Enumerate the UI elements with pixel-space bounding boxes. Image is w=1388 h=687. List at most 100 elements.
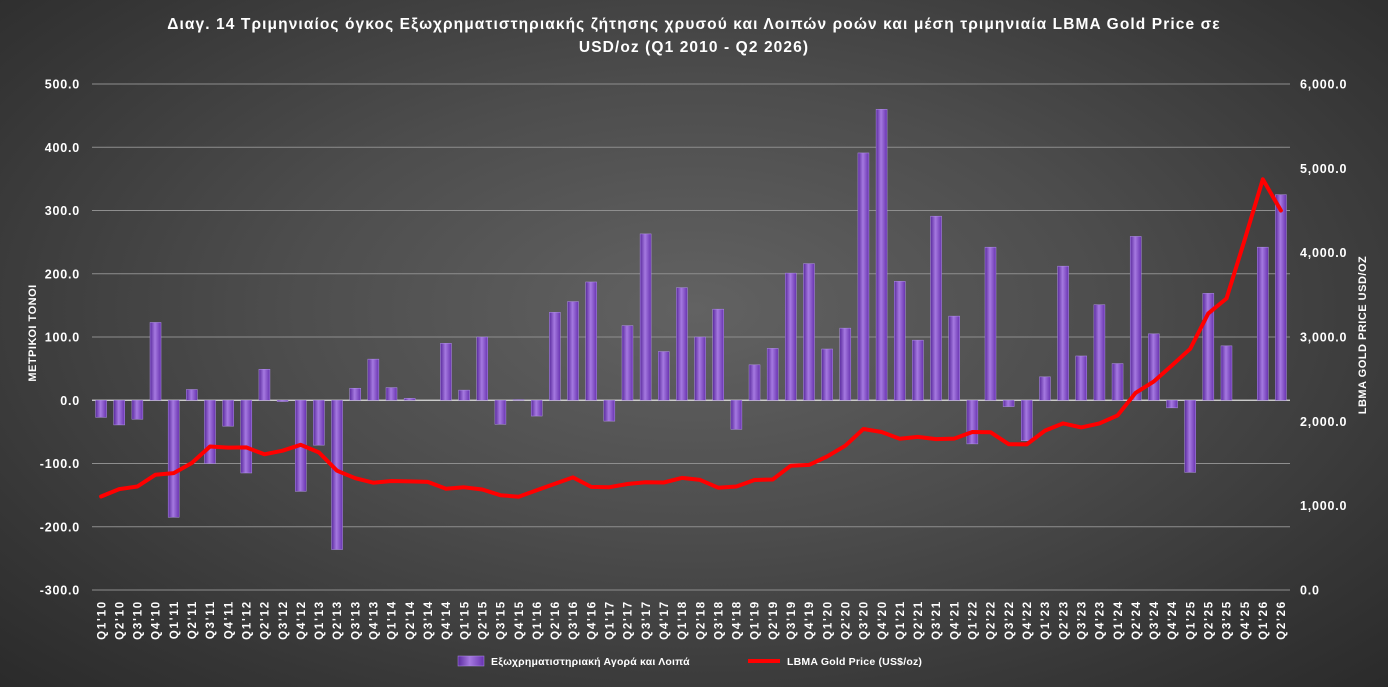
x-tick-label: Q3'10 [133, 600, 145, 640]
legend-label-line: LBMA Gold Price (US$/oz) [787, 656, 922, 668]
y-axis-title-left: ΜΕΤΡΙΚΟΙ ΤΟΝΟΙ [27, 284, 39, 381]
x-tick-label: Q3'12 [278, 600, 290, 640]
y2-tick-label: 6,000.0 [1300, 78, 1347, 92]
x-tick-label: Q2'12 [260, 600, 272, 640]
legend-label-bar: Εξωχρηματιστηριακή Αγορά και Λοιπά [491, 656, 690, 668]
x-tick-label: Q1'17 [605, 600, 617, 640]
x-tick-label: Q4'14 [441, 600, 453, 640]
gridlines [92, 83, 1290, 591]
bar [658, 351, 670, 401]
bar [694, 336, 706, 401]
x-tick-label: Q2'22 [986, 600, 998, 640]
x-tick-label: Q1'10 [96, 600, 108, 640]
x-tick-label: Q1'21 [895, 600, 907, 640]
bar [113, 400, 125, 426]
x-tick-label: Q2'15 [477, 600, 489, 640]
bar [893, 281, 906, 401]
y-axis-title-right: LBMA GOLD PRICE USD/OZ [1357, 256, 1369, 414]
bar [1202, 293, 1215, 401]
x-tick-label: Q1'23 [1040, 600, 1052, 640]
bar [785, 272, 797, 401]
y-tick-label: -100.0 [40, 457, 80, 471]
bar [440, 343, 452, 401]
bar [530, 400, 543, 417]
bar [857, 152, 870, 401]
x-tick-label: Q4'17 [659, 600, 671, 640]
x-tick-label: Q3'19 [786, 600, 798, 640]
x-tick-label: Q4'13 [369, 600, 381, 640]
x-tick-label: Q3'15 [496, 600, 508, 640]
x-tick-label: Q1'11 [169, 600, 181, 639]
bar [948, 315, 960, 401]
bar [621, 325, 634, 401]
bar [258, 369, 271, 401]
axis-labels: 500.0 400.0 300.0 200.0 100.0 0.0 -100.0 -200.0… [27, 78, 1369, 640]
y2-tick-label: 0.0 [1300, 584, 1320, 598]
y2-tick-label: 5,000.0 [1300, 162, 1347, 176]
bar [1002, 400, 1015, 407]
bar [494, 400, 507, 425]
y-tick-label: -300.0 [40, 584, 80, 598]
x-tick-label: Q3'20 [859, 600, 871, 640]
bar [512, 399, 525, 401]
x-tick-label: Q4'10 [151, 600, 163, 640]
x-tick-label: Q2'23 [1058, 600, 1070, 640]
bar-series [95, 109, 1287, 550]
x-tick-label: Q1'25 [1185, 600, 1197, 640]
bar [276, 400, 289, 402]
x-tick-label: Q1'22 [968, 600, 980, 640]
x-tick-label: Q4'22 [1022, 600, 1034, 640]
x-tick-label: Q4'12 [296, 600, 308, 640]
bar [803, 263, 815, 401]
bar [1129, 236, 1142, 401]
x-tick-label: Q2'10 [114, 600, 126, 640]
bar [748, 364, 761, 401]
y2-tick-label: 2,000.0 [1300, 415, 1347, 429]
x-tick-label: Q2'17 [623, 600, 635, 640]
bar [95, 400, 107, 418]
bar [222, 400, 234, 427]
bar [1166, 400, 1178, 409]
x-tick-label: Q3'21 [931, 600, 943, 640]
x-tick-label: Q3'23 [1076, 600, 1088, 640]
x-tick-label: Q2'11 [187, 600, 199, 639]
bar [821, 348, 833, 401]
bar [676, 287, 688, 401]
chart-title: Διαγ. 14 Τριμηνιαίος όγκος Εξωχρηματιστη… [167, 16, 1221, 56]
bar [458, 389, 470, 401]
y2-tick-label: 4,000.0 [1300, 246, 1347, 260]
line-series [99, 177, 1283, 499]
x-tick-label: Q2'21 [913, 600, 925, 640]
bar [131, 400, 144, 420]
y-tick-label: 200.0 [45, 267, 80, 281]
bar [204, 400, 216, 464]
bar [331, 400, 343, 550]
x-tick-label: Q4'24 [1167, 600, 1179, 640]
bar [567, 301, 579, 401]
y-tick-label: 400.0 [45, 141, 80, 155]
legend: Εξωχρηματιστηριακή Αγορά και Λοιπά LBMA G… [457, 655, 922, 668]
x-tick-label: Q1'15 [459, 600, 471, 640]
x-tick-label: Q4'25 [1240, 600, 1252, 640]
y-tick-label: 300.0 [45, 204, 80, 218]
bar [1075, 355, 1088, 401]
y-tick-label: 500.0 [45, 78, 80, 92]
x-tick-label: Q1'19 [750, 600, 762, 640]
x-tick-label: Q4'23 [1095, 600, 1107, 640]
bar [730, 400, 743, 430]
bar [839, 327, 852, 401]
y-tick-label: 0.0 [60, 394, 80, 408]
bar [966, 400, 979, 445]
x-tick-label: Q3'13 [350, 600, 362, 640]
x-tick-label: Q1'20 [822, 600, 834, 640]
legend-swatch-bar [457, 655, 485, 667]
x-tick-label: Q1'16 [532, 600, 544, 640]
x-tick-label: Q2'16 [550, 600, 562, 640]
bar [930, 215, 942, 401]
bar [476, 336, 489, 401]
bar [549, 312, 561, 401]
x-tick-label: Q4'11 [223, 600, 235, 639]
bar [1039, 376, 1051, 401]
